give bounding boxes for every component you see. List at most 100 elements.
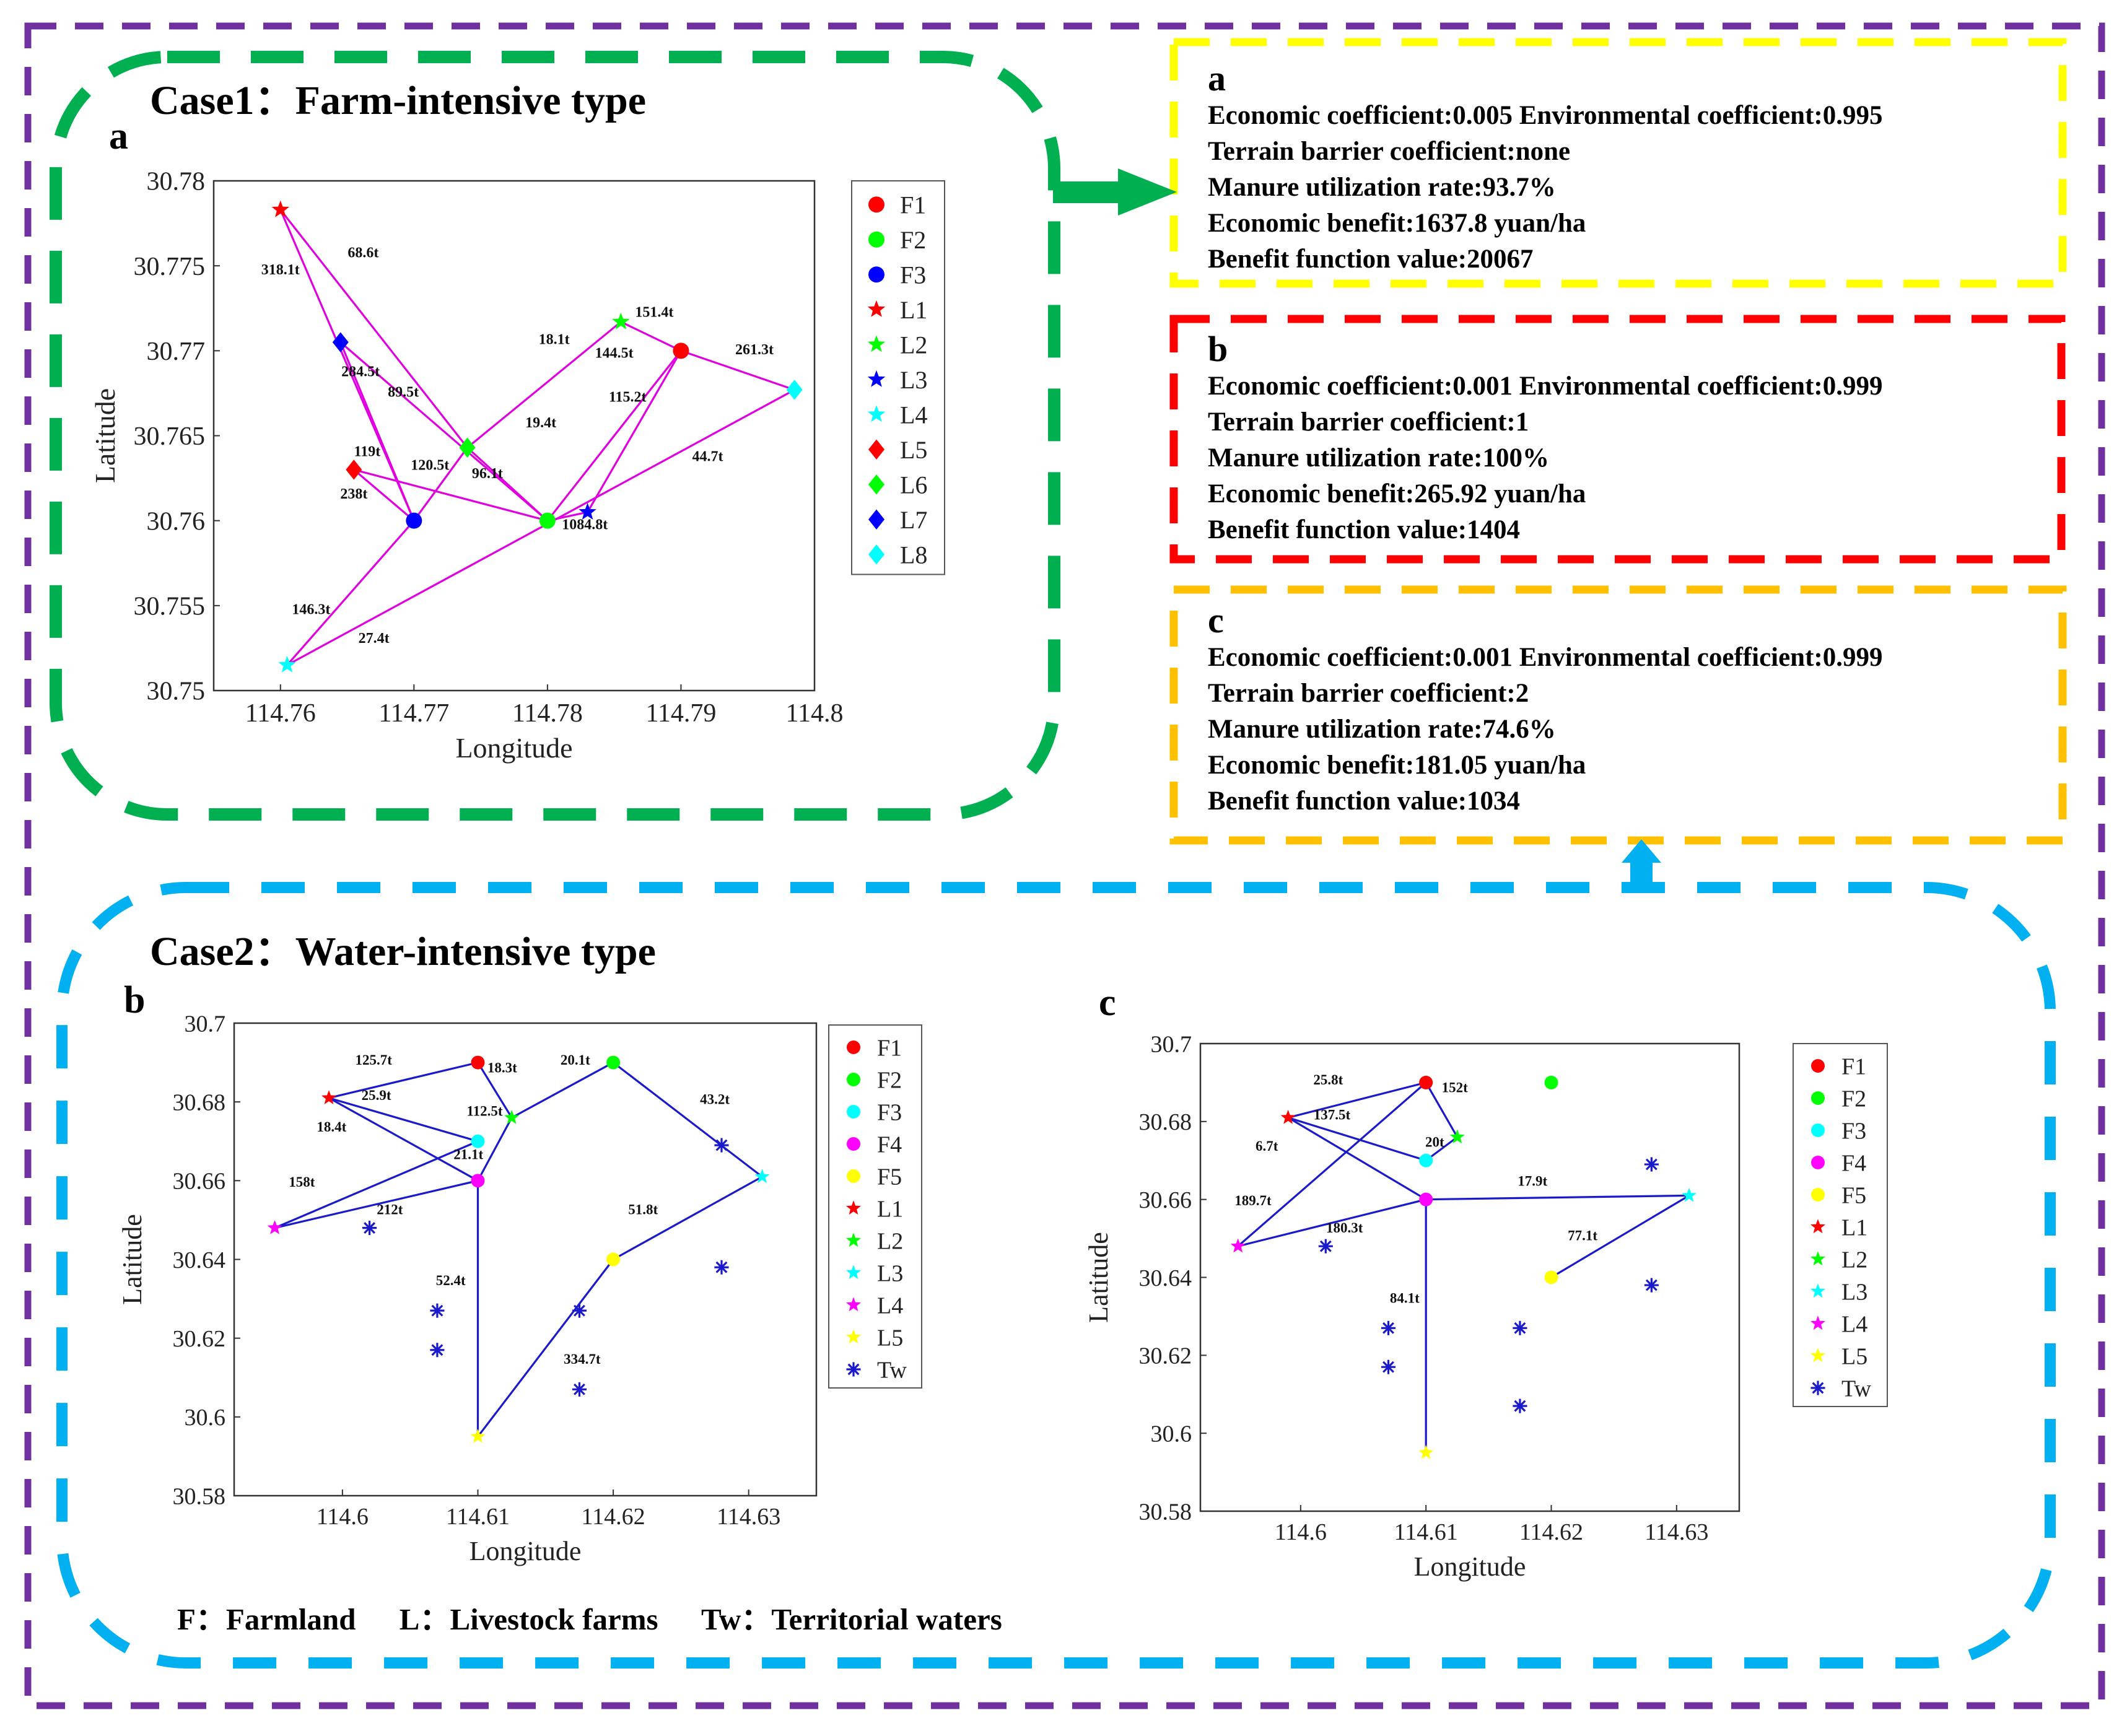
info-line-coefficients: Economic coefficient:0.005 Environmental… (1208, 101, 1883, 130)
legend-marker (867, 405, 886, 422)
point-l2 (612, 312, 630, 329)
x-tick-label: 114.63 (717, 1504, 780, 1530)
legend-box (851, 180, 945, 575)
arrow-shaft-right (1053, 181, 1121, 203)
flow-label: 43.2t (700, 1091, 730, 1107)
legend-marker (1810, 1381, 1825, 1395)
flow-label: 125.7t (355, 1052, 392, 1068)
legend-marker (1810, 1283, 1825, 1298)
legend-c: F1 F2 F3 F4 F5 L1 L2 L3 L4 L5 Tw (1793, 1043, 1888, 1407)
flow-label: 44.7t (692, 449, 723, 465)
legend-marker (1810, 1315, 1825, 1330)
y-tick-label: 30.76 (147, 507, 206, 536)
point-l3 (579, 503, 596, 520)
legend-label: Tw (1841, 1376, 1872, 1402)
point-f5 (1544, 1270, 1558, 1285)
info-panel-letter: b (1208, 329, 1228, 369)
legend-marker (868, 196, 884, 213)
legend-label: F4 (877, 1132, 902, 1158)
info-panel-letter: a (1208, 58, 1226, 98)
x-tick-label: 114.79 (645, 699, 716, 728)
point-l1 (1280, 1109, 1296, 1124)
legend-label: L4 (877, 1293, 903, 1319)
legend-label: L5 (1841, 1343, 1867, 1369)
legend-marker (868, 474, 884, 495)
point-f1 (471, 1055, 485, 1070)
chart-b-panel-letter: b (124, 979, 146, 1021)
flow-label: 19.4t (525, 415, 556, 431)
legend-label: F3 (877, 1099, 902, 1125)
point-l4 (267, 1220, 282, 1234)
route-link (477, 1117, 513, 1182)
flow-label: 20.1t (561, 1052, 590, 1068)
legend-label: L1 (1841, 1215, 1867, 1241)
point-tw (430, 1303, 445, 1318)
point-f1 (1419, 1075, 1433, 1089)
legend-label: L2 (1841, 1247, 1867, 1273)
info-line-benefit-function: Benefit function value:20067 (1208, 245, 1534, 274)
point-l3 (1682, 1187, 1697, 1202)
info-line-benefit-function: Benefit function value:1404 (1208, 515, 1521, 544)
flow-label: 112.5t (466, 1103, 502, 1119)
legend-label: L3 (900, 366, 927, 394)
info-line-benefit-function: Benefit function value:1034 (1208, 787, 1521, 816)
legend-label: L5 (877, 1325, 903, 1351)
point-tw (1513, 1398, 1527, 1413)
y-axis-label: Latitude (89, 388, 121, 483)
arrows-layer (1053, 168, 1661, 889)
y-tick-label: 30.62 (173, 1326, 226, 1352)
legend-marker (846, 1200, 861, 1215)
asterisk-stroke (431, 1344, 443, 1356)
flow-label: 20t (1425, 1135, 1444, 1150)
legend-marker (847, 1073, 860, 1086)
route-link (466, 447, 548, 521)
y-tick-label: 30.75 (147, 678, 206, 706)
legend-marker (1810, 1251, 1825, 1266)
route-link (587, 350, 682, 513)
legend-label: F5 (1841, 1182, 1866, 1208)
chart-a-panel-letter: a (109, 115, 128, 157)
legend-marker (1811, 1091, 1825, 1105)
route-link (339, 341, 548, 521)
legend-label: L7 (900, 506, 927, 534)
flow-label: 27.4t (359, 630, 390, 647)
y-tick-label: 30.58 (173, 1483, 226, 1509)
asterisk-stroke (1319, 1240, 1332, 1252)
flow-label: 18.1t (539, 331, 570, 347)
y-tick-label: 30.68 (173, 1089, 226, 1115)
x-axis-label: Longitude (1414, 1551, 1526, 1582)
x-tick-label: 114.8 (786, 699, 844, 728)
route-link (1237, 1081, 1427, 1247)
legend-marker (1811, 1123, 1825, 1137)
footer-waters: Tw：Territorial waters (701, 1602, 1002, 1636)
legend-label: F1 (900, 191, 926, 219)
dashed-frames (24, 22, 2105, 1709)
info-line-utilization: Manure utilization rate:100% (1208, 443, 1549, 473)
case1-title: Case1：Farm-intensive type (150, 78, 647, 123)
arrow-head-up (1622, 839, 1661, 863)
point-f1 (673, 342, 689, 359)
point-f2 (1544, 1075, 1558, 1089)
legend-marker (1810, 1348, 1825, 1363)
flow-label: 318.1t (261, 262, 300, 278)
flow-label: 144.5t (595, 345, 634, 361)
point-tw (430, 1343, 445, 1358)
legend-marker (846, 1265, 861, 1280)
flow-label: 120.5t (411, 457, 449, 473)
route-link (274, 1179, 478, 1229)
x-tick-label: 114.76 (245, 699, 316, 728)
x-tick-label: 114.63 (1644, 1519, 1708, 1545)
legend-label: L1 (877, 1196, 903, 1222)
asterisk-stroke (1382, 1322, 1394, 1334)
legend-marker (847, 1040, 860, 1054)
legend-label: F1 (1841, 1053, 1866, 1080)
outer-border (24, 22, 2105, 1709)
legend-label: L6 (900, 471, 927, 499)
info-panel-a: a Economic coefficient:0.005 Environment… (1208, 59, 1883, 277)
point-f4 (471, 1174, 485, 1188)
y-tick-label: 30.66 (173, 1169, 226, 1195)
legend-label: L4 (900, 401, 927, 429)
point-l5 (470, 1429, 486, 1443)
route-link (1288, 1081, 1426, 1119)
